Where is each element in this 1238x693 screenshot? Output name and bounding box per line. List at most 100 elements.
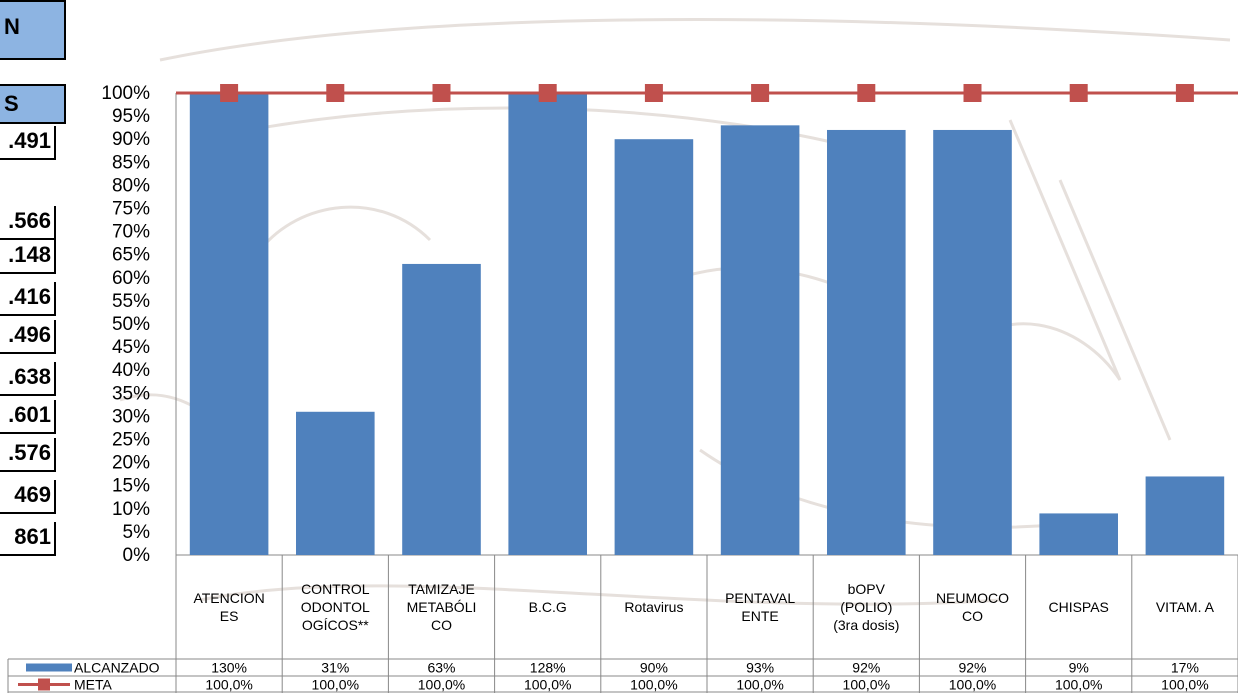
- y-tick-label: 100%: [101, 83, 150, 104]
- data-label-meta: 100,0%: [418, 677, 465, 693]
- category-label: METABÓLI: [407, 599, 477, 615]
- meta-marker: [220, 84, 239, 102]
- y-tick-label: 80%: [112, 175, 150, 196]
- bar: [827, 129, 906, 555]
- y-tick-label: 75%: [112, 199, 150, 220]
- category-label: ES: [220, 608, 239, 624]
- category-label: (3ra dosis): [833, 617, 899, 633]
- bar: [1145, 476, 1225, 555]
- y-tick-label: 45%: [112, 337, 150, 358]
- category-label: CONTROL: [301, 581, 370, 597]
- data-label-alcanzado: 63%: [427, 660, 455, 676]
- bar: [296, 411, 375, 555]
- category-label: ODONTOL: [301, 599, 370, 615]
- data-label-meta: 100,0%: [843, 677, 890, 693]
- y-tick-label: 20%: [112, 453, 150, 474]
- y-tick-label: 30%: [112, 406, 150, 427]
- category-label: TAMIZAJE: [408, 581, 475, 597]
- data-table: ATENCION ES CONTROL ODONTOL OGÍCOS** TAMIZAJE…: [7, 555, 1238, 693]
- data-label-alcanzado: 17%: [1171, 660, 1199, 676]
- meta-marker: [432, 84, 451, 102]
- left-table-cell: .576: [0, 438, 56, 472]
- series-name-meta: META: [74, 677, 113, 693]
- bar: [1039, 513, 1118, 555]
- left-table-cell: 469: [0, 480, 56, 514]
- category-label: NEUMOCO: [936, 590, 1009, 606]
- data-label-alcanzado: 93%: [746, 660, 774, 676]
- y-tick-label: 55%: [112, 291, 150, 312]
- left-table-cell: .638: [0, 362, 56, 396]
- y-tick-label: 40%: [112, 360, 150, 381]
- y-tick-label: 95%: [112, 106, 150, 127]
- y-tick-label: 90%: [112, 129, 150, 150]
- y-tick-label: 65%: [112, 245, 150, 266]
- legend-key-bar: [26, 663, 72, 672]
- data-label-alcanzado: 130%: [211, 660, 247, 676]
- y-tick-label: 85%: [112, 152, 150, 173]
- data-label-alcanzado: 128%: [530, 660, 566, 676]
- legend-key-marker: [38, 678, 50, 691]
- meta-marker: [963, 84, 982, 102]
- category-label: CHISPAS: [1048, 599, 1108, 615]
- data-label-alcanzado: 9%: [1069, 660, 1089, 676]
- left-table-header-top: N: [0, 0, 66, 60]
- bar: [508, 93, 587, 555]
- category-label: ATENCION: [193, 590, 264, 606]
- meta-marker: [1069, 84, 1088, 102]
- data-label-alcanzado: 92%: [852, 660, 880, 676]
- bar: [614, 139, 694, 555]
- meta-marker: [1175, 84, 1194, 102]
- data-label-alcanzado: 90%: [640, 660, 668, 676]
- category-label: OGÍCOS**: [302, 617, 369, 633]
- data-label-alcanzado: 31%: [321, 660, 349, 676]
- y-tick-label: 35%: [112, 383, 150, 404]
- data-label-meta: 100,0%: [205, 677, 252, 693]
- bar: [720, 125, 800, 555]
- category-label: ENTE: [741, 608, 778, 624]
- left-table-cell: .491: [0, 126, 56, 160]
- y-tick-label: 50%: [112, 314, 150, 335]
- category-label: CO: [431, 617, 452, 633]
- data-label-meta: 100,0%: [630, 677, 677, 693]
- data-label-meta: 100,0%: [1055, 677, 1102, 693]
- series-name-alcanzado: ALCANZADO: [74, 660, 160, 676]
- y-axis: 0%5%10%15%20%25% 30%35%40%45%50%55%60%65%…: [101, 83, 1238, 566]
- category-label: bOPV: [848, 581, 886, 597]
- category-label: B.C.G: [529, 599, 567, 615]
- left-table-cell: .601: [0, 400, 56, 434]
- meta-marker: [644, 84, 663, 102]
- line-meta: [176, 84, 1238, 102]
- data-label-meta: 100,0%: [524, 677, 571, 693]
- data-label-meta: 100,0%: [1161, 677, 1208, 693]
- category-label: VITAM. A: [1156, 599, 1215, 615]
- bar: [189, 93, 269, 555]
- y-tick-label: 25%: [112, 430, 150, 451]
- category-label: Rotavirus: [624, 599, 683, 615]
- left-table-cell: .148: [0, 240, 56, 274]
- y-tick-label: 60%: [112, 268, 150, 289]
- data-label-meta: 100,0%: [736, 677, 783, 693]
- y-tick-label: 0%: [123, 545, 151, 566]
- y-tick-label: 10%: [112, 499, 150, 520]
- left-table-header-bottom: S: [0, 84, 66, 124]
- left-data-table: N S .491 .566.148 .416 .496 .638 .601 .576 469 8…: [0, 0, 70, 560]
- left-table-cell: .566: [0, 206, 56, 240]
- meta-marker: [538, 84, 557, 102]
- category-label: CO: [962, 608, 983, 624]
- meta-marker: [326, 84, 345, 102]
- data-label-meta: 100,0%: [949, 677, 996, 693]
- bar: [402, 263, 481, 555]
- y-tick-label: 5%: [123, 522, 151, 543]
- data-label-meta: 100,0%: [312, 677, 359, 693]
- y-tick-label: 70%: [112, 222, 150, 243]
- category-label: (POLIO): [840, 599, 892, 615]
- bar: [933, 129, 1012, 555]
- data-label-alcanzado: 92%: [958, 660, 986, 676]
- bars-alcanzado: [189, 93, 1225, 555]
- left-table-cell: .416: [0, 282, 56, 316]
- left-table-cell: .496: [0, 320, 56, 354]
- left-table-cell: 861: [0, 522, 56, 556]
- y-tick-label: 15%: [112, 476, 150, 497]
- category-label: PENTAVAL: [725, 590, 795, 606]
